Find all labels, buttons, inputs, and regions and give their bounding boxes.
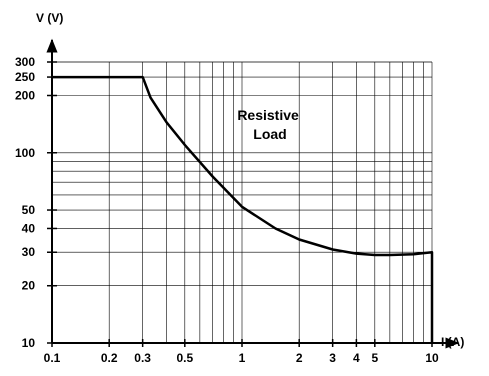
y-tick-label: 10 — [22, 336, 36, 350]
x-tick-label: 4 — [353, 351, 360, 365]
y-tick-label: 30 — [22, 245, 36, 259]
x-tick-label: 10 — [425, 351, 439, 365]
x-tick-label: 0.1 — [44, 351, 61, 365]
x-tick-label: 0.2 — [101, 351, 118, 365]
y-tick-label: 200 — [15, 88, 35, 102]
axes — [46, 38, 460, 349]
x-tick-label: 2 — [296, 351, 303, 365]
y-tick-label: 100 — [15, 146, 35, 160]
y-tick-label: 250 — [15, 70, 35, 84]
annotation-resistive-load: Resistive Load — [237, 107, 302, 142]
x-tick-label: 1 — [239, 351, 246, 365]
annotation-line-2: Load — [253, 126, 286, 142]
y-tick-label: 40 — [22, 221, 36, 235]
series-line — [52, 75, 434, 343]
x-tick-label: 0.5 — [176, 351, 193, 365]
y-tick-label: 50 — [22, 203, 36, 217]
y-tick-label: 300 — [15, 55, 35, 69]
y-tick-label: 20 — [22, 279, 36, 293]
x-tick-label: 3 — [329, 351, 336, 365]
annotation-line-1: Resistive — [237, 107, 299, 123]
grid — [51, 61, 433, 344]
y-axis-label: V (V) — [36, 11, 63, 25]
x-tick-label: 5 — [371, 351, 378, 365]
x-tick-label: 0.3 — [134, 351, 151, 365]
x-ticks: 0.1 0.2 0.3 0.5 1 2 3 4 5 10 — [44, 339, 439, 365]
x-axis-label: I (A) — [441, 335, 464, 349]
